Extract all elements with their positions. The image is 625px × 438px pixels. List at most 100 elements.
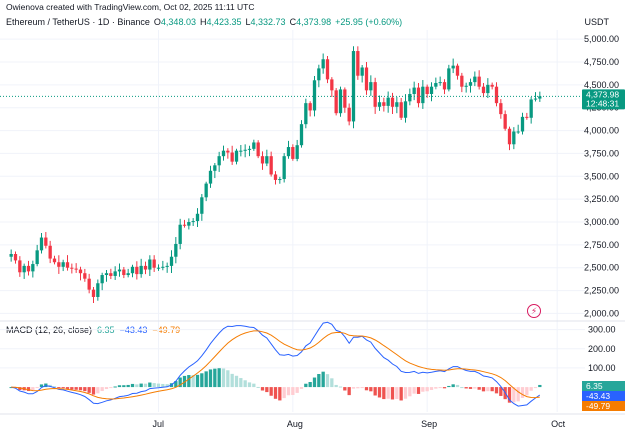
- candle: [256, 140, 260, 159]
- change-value: +25.95 (+0.60%): [335, 17, 403, 27]
- candle-body: [48, 245, 52, 259]
- macd-hist-bar: [61, 387, 65, 389]
- macd-hist-bar: [395, 387, 399, 400]
- macd-hist-bar: [165, 384, 169, 388]
- macd-hist-bar: [460, 387, 464, 389]
- macd-line-tag-text: -43.43: [586, 391, 610, 401]
- macd-hist-bar: [126, 384, 130, 388]
- candle: [403, 94, 408, 123]
- macd-hist-bar: [39, 384, 44, 388]
- candle-body: [74, 268, 78, 270]
- macd-hist-bar: [174, 381, 178, 388]
- candle: [113, 266, 117, 280]
- macd-hist-bar: [191, 375, 195, 388]
- macd-hist-bar: [113, 386, 117, 388]
- candle: [412, 81, 416, 101]
- price-tick-label: 4,000.00: [584, 126, 619, 136]
- candle: [44, 232, 48, 249]
- candle: [78, 266, 83, 281]
- candle: [61, 259, 65, 272]
- candle: [512, 127, 516, 150]
- candle-body: [221, 150, 226, 157]
- macd-hist-bar: [330, 378, 334, 388]
- candle: [425, 84, 429, 98]
- candle-body: [269, 156, 273, 175]
- candle: [35, 244, 39, 267]
- last-price-tag: [582, 89, 625, 110]
- candle: [265, 149, 269, 167]
- candle: [503, 110, 507, 131]
- macd-hist-bar: [390, 387, 395, 400]
- close-value: 4,373.98: [296, 17, 332, 27]
- macd-hist-bar: [408, 387, 412, 397]
- candle: [195, 208, 200, 227]
- candle: [360, 64, 364, 83]
- candle: [538, 91, 542, 102]
- macd-hist-bar: [239, 378, 243, 388]
- candle: [312, 75, 317, 117]
- candle-body: [395, 102, 399, 107]
- macd-hist-bar: [226, 370, 230, 388]
- macd-hist-bar: [442, 387, 447, 389]
- candle: [91, 286, 96, 304]
- macd-hist-bar: [416, 387, 421, 394]
- macd-hist-bar: [321, 371, 325, 388]
- candle-body: [217, 156, 221, 166]
- candle-body: [343, 89, 347, 108]
- tradingview-indicator-icon[interactable]: ⚡: [527, 304, 541, 318]
- candle: [191, 218, 195, 226]
- candle: [161, 260, 165, 271]
- candle-body: [31, 264, 35, 272]
- macd-hist-bar: [208, 369, 213, 388]
- candle-body: [490, 84, 494, 87]
- macd-hist-bar: [533, 387, 538, 389]
- time-tick-label: Jul: [153, 419, 165, 429]
- candle-body: [373, 82, 377, 107]
- candle: [169, 250, 174, 274]
- macd-hist-bar: [18, 387, 22, 391]
- symbol-name[interactable]: Ethereum / TetherUS · 1D · Binance: [6, 17, 150, 27]
- close-label: C: [289, 17, 297, 27]
- candle-body: [286, 147, 291, 157]
- macd-hist-bar: [364, 387, 369, 391]
- signal-line: [11, 330, 540, 400]
- macd-tick-label: 300.00: [588, 325, 616, 335]
- macd-hist-bar: [351, 387, 356, 389]
- candle: [442, 79, 447, 95]
- price-tick-label: 3,000.00: [584, 217, 619, 227]
- candle: [165, 262, 169, 273]
- candle-body: [100, 275, 104, 284]
- candle-body: [35, 250, 39, 265]
- candle-body: [13, 254, 18, 261]
- price-axis[interactable]: 5,000.004,750.004,500.004,250.004,000.00…: [584, 34, 619, 373]
- macd-hist-bar: [373, 387, 377, 396]
- candle-body: [278, 179, 282, 181]
- candle: [416, 83, 421, 108]
- macd-hist-bar: [291, 387, 295, 395]
- price-tick-label: 4,750.00: [584, 57, 619, 67]
- candle-body: [499, 103, 503, 115]
- countdown-text: 12:48:31: [586, 98, 619, 108]
- candle-body: [295, 145, 299, 159]
- candle: [438, 76, 442, 86]
- time-axis[interactable]: Jul Aug Sep Oct: [153, 419, 566, 429]
- currency-label[interactable]: USDT: [584, 17, 610, 27]
- candle: [386, 91, 390, 113]
- macd-hist-bar: [217, 368, 221, 388]
- high-value: 4,423.35: [206, 17, 242, 27]
- macd-hist-bar: [507, 387, 512, 403]
- candle: [96, 279, 100, 301]
- price-tick-label: 2,000.00: [584, 308, 619, 318]
- macd-hist-bar: [26, 387, 31, 392]
- candle: [247, 145, 252, 157]
- candle-body: [178, 224, 182, 244]
- candle: [334, 88, 338, 116]
- candle: [22, 263, 26, 279]
- candle-body: [377, 102, 382, 107]
- candle: [304, 98, 308, 129]
- macd-hist-bar: [481, 387, 486, 392]
- macd-hist-bar: [369, 387, 373, 392]
- macd-hist-bar: [464, 387, 468, 389]
- macd-tick-label: 200.00: [588, 344, 616, 354]
